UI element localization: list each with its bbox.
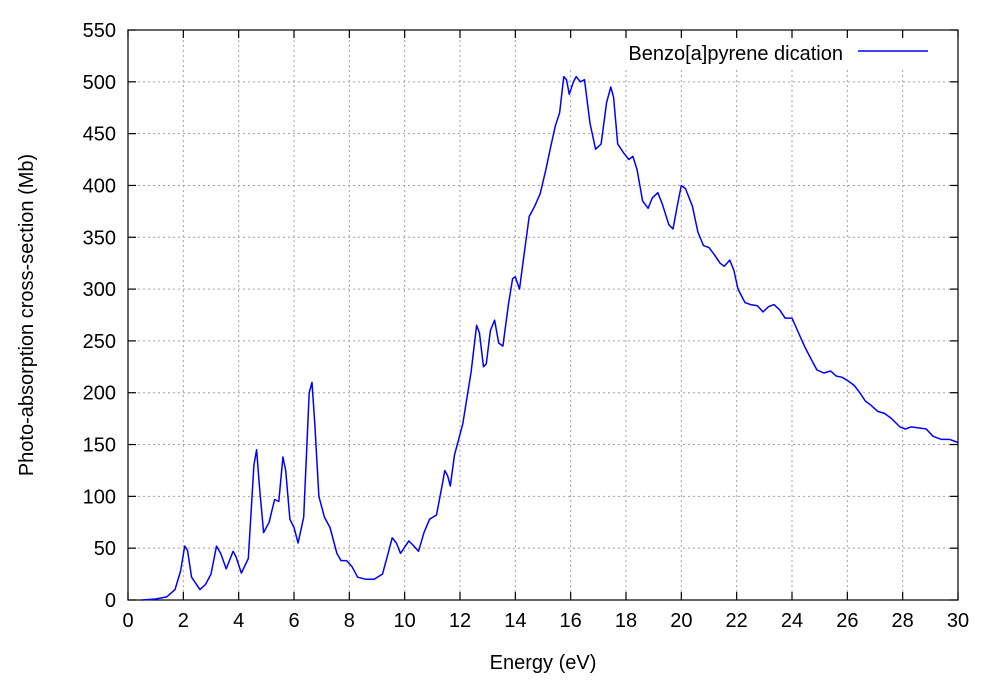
x-tick-label: 22 — [726, 610, 748, 632]
x-tick-label: 14 — [504, 610, 526, 632]
y-tick-label: 100 — [83, 486, 116, 508]
y-tick-label: 300 — [83, 279, 116, 301]
y-axis-label: Photo-absorption cross-section (Mb) — [16, 154, 38, 476]
y-tick-label: 50 — [94, 538, 116, 560]
y-tick-label: 150 — [83, 435, 116, 457]
x-tick-label: 8 — [344, 610, 355, 632]
x-tick-label: 16 — [560, 610, 582, 632]
y-tick-label: 500 — [83, 72, 116, 94]
x-tick-label: 6 — [288, 610, 299, 632]
y-tick-label: 550 — [83, 20, 116, 42]
axis-ticks: 0 2 4 6 8 10 12 14 16 18 20 22 24 26 28 300501001502002… — [83, 20, 970, 632]
y-tick-label: 450 — [83, 124, 116, 146]
x-tick-label: 0 — [122, 610, 133, 632]
x-tick-label: 2 — [178, 610, 189, 632]
series-layer — [141, 75, 959, 601]
legend-label: Benzo[a]pyrene dication — [628, 43, 843, 65]
x-axis-label: Energy (eV) — [490, 652, 597, 674]
series-line-benzo-a-pyrene-dication — [141, 75, 959, 601]
x-tick-label: 18 — [615, 610, 637, 632]
y-tick-label: 200 — [83, 383, 116, 405]
grid-lines — [128, 30, 958, 600]
x-tick-label: 20 — [670, 610, 692, 632]
y-tick-label: 250 — [83, 331, 116, 353]
x-tick-label: 28 — [892, 610, 914, 632]
plot-frame — [127, 29, 959, 601]
y-tick-label: 350 — [83, 227, 116, 249]
y-tick-label: 400 — [83, 175, 116, 197]
y-tick-label: 0 — [105, 590, 116, 612]
x-tick-label: 26 — [836, 610, 858, 632]
x-tick-label: 24 — [781, 610, 803, 632]
x-tick-label: 4 — [233, 610, 244, 632]
x-tick-label: 10 — [394, 610, 416, 632]
legend-background — [566, 38, 936, 68]
x-tick-label: 12 — [449, 610, 471, 632]
x-tick-label: 30 — [947, 610, 969, 632]
